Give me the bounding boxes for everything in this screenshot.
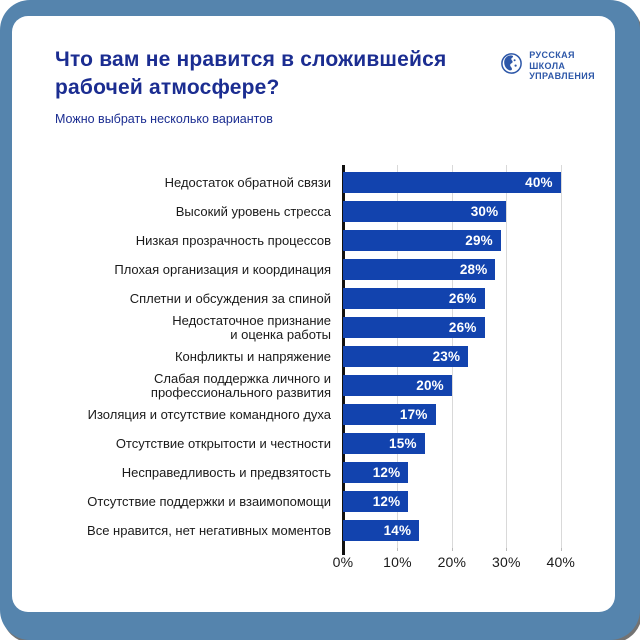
bar: 28% <box>343 259 496 280</box>
title-line-2: рабочей атмосфере? <box>55 76 280 99</box>
x-axis-tick <box>397 545 399 551</box>
category-label: Конфликты и напряжение <box>174 348 331 364</box>
bar-track: 29% <box>343 230 588 251</box>
bar: 26% <box>343 317 485 338</box>
bar-track: 20% <box>343 375 588 396</box>
category-label: Отсутствие открытости и честности <box>115 435 331 451</box>
bar-value-label: 26% <box>448 320 477 335</box>
x-axis-tick-label: 30% <box>492 554 521 570</box>
bar-value-label: 40% <box>525 175 553 190</box>
bar-row: Слабая поддержка личного и профессиональ… <box>12 371 588 400</box>
bar-track: 26% <box>343 288 588 309</box>
bar-value-label: 29% <box>465 233 493 248</box>
x-axis-tick-label: 10% <box>383 554 412 570</box>
category-label: Отсутствие поддержки и взаимопомощи <box>87 493 331 509</box>
company-logo: РУССКАЯ ШКОЛА УПРАВЛЕНИЯ <box>500 50 595 82</box>
x-axis-tick-label: 40% <box>546 554 576 570</box>
bar-track: 26% <box>343 317 588 338</box>
bar-chart: Недостаток обратной связи 40% Высокий уров… <box>12 165 588 579</box>
bar-track: 40% <box>343 172 588 193</box>
bar-value-label: 17% <box>399 407 428 422</box>
bar: 12% <box>343 462 409 483</box>
bar: 15% <box>343 433 425 454</box>
category-label: Недостаточное признание и оценка работы <box>172 312 331 342</box>
bar-track: 23% <box>343 346 588 367</box>
header: Что вам не нравится в сложившейся рабоче… <box>55 46 455 126</box>
bar-value-label: 15% <box>389 436 417 451</box>
category-label: Низкая прозрачность процессов <box>135 232 331 248</box>
bar-value-label: 20% <box>416 378 444 393</box>
bar-row: Несправедливость и предвзятость 12% <box>12 458 588 487</box>
category-label: Недостаток обратной связи <box>164 174 331 190</box>
x-axis-tick-label: 0% <box>332 554 354 570</box>
bar-track: 30% <box>343 201 588 222</box>
category-label: Высокий уровень стресса <box>175 203 331 219</box>
x-axis-tick <box>506 545 508 551</box>
bar-rows: Недостаток обратной связи 40% Высокий уров… <box>12 168 588 545</box>
bar-value-label: 23% <box>432 349 461 364</box>
bar-row: Конфликты и напряжение 23% <box>12 342 588 371</box>
bar-row: Недостаточное признание и оценка работы 2… <box>12 313 588 342</box>
category-label: Все нравится, нет негативных моментов <box>87 522 331 538</box>
bar: 26% <box>343 288 485 309</box>
bar-row: Отсутствие открытости и честности 15% <box>12 429 588 458</box>
bar-track: 14% <box>343 520 588 541</box>
x-axis-tick <box>560 545 562 551</box>
bar-row: Отсутствие поддержки и взаимопомощи 12% <box>12 487 588 516</box>
bar-track: 28% <box>343 259 588 280</box>
bar-row: Изоляция и отсутствие командного духа 17% <box>12 400 588 429</box>
bar-value-label: 12% <box>372 465 401 480</box>
subtitle: Можно выбрать несколько вариантов <box>55 112 273 126</box>
bar-track: 15% <box>343 433 588 454</box>
bar-track: 17% <box>343 404 588 425</box>
plot-area: Недостаток обратной связи 40% Высокий уров… <box>12 165 588 555</box>
bar: 12% <box>343 491 409 512</box>
x-axis-tick <box>451 545 453 551</box>
chart-card: Что вам не нравится в сложившейся рабоче… <box>12 16 615 612</box>
gridline <box>506 165 508 548</box>
bar-row: Недостаток обратной связи 40% <box>12 168 588 197</box>
bar-row: Все нравится, нет негативных моментов 14% <box>12 516 588 545</box>
bar-value-label: 28% <box>459 262 488 277</box>
bar-row: Сплетни и обсуждения за спиной 26% <box>12 284 588 313</box>
category-label: Изоляция и отсутствие командного духа <box>87 406 331 422</box>
category-label: Слабая поддержка личного и профессиональ… <box>150 370 331 400</box>
page-title: Что вам не нравится в сложившейся рабоче… <box>55 46 455 102</box>
bar-row: Низкая прозрачность процессов 29% <box>12 226 588 255</box>
bar-value-label: 14% <box>383 523 412 538</box>
globe-face-circle-icon <box>500 52 523 80</box>
title-line-1: Что вам не нравится в сложившейся <box>55 48 447 71</box>
gridline <box>560 165 562 548</box>
bar-value-label: 30% <box>470 204 499 219</box>
bar-track: 12% <box>343 462 588 483</box>
bar-row: Плохая организация и координация 28% <box>12 255 588 284</box>
bar-track: 12% <box>343 491 588 512</box>
x-axis: 0% 10% 20% 30% 40% <box>333 545 588 579</box>
bar: 20% <box>343 375 452 396</box>
x-axis-tick-label: 20% <box>437 554 467 570</box>
bar: 14% <box>343 520 420 541</box>
bar-value-label: 26% <box>448 291 477 306</box>
bar: 29% <box>343 230 501 251</box>
category-label: Несправедливость и предвзятость <box>121 464 331 480</box>
bar: 40% <box>343 172 561 193</box>
bar-row: Высокий уровень стресса 30% <box>12 197 588 226</box>
logo-text: РУССКАЯ ШКОЛА УПРАВЛЕНИЯ <box>529 50 595 81</box>
category-label: Сплетни и обсуждения за спиной <box>129 290 331 306</box>
category-label: Плохая организация и координация <box>114 261 331 277</box>
bar: 30% <box>343 201 507 222</box>
bar-value-label: 12% <box>372 494 401 509</box>
bar: 23% <box>343 346 469 367</box>
bar: 17% <box>343 404 436 425</box>
